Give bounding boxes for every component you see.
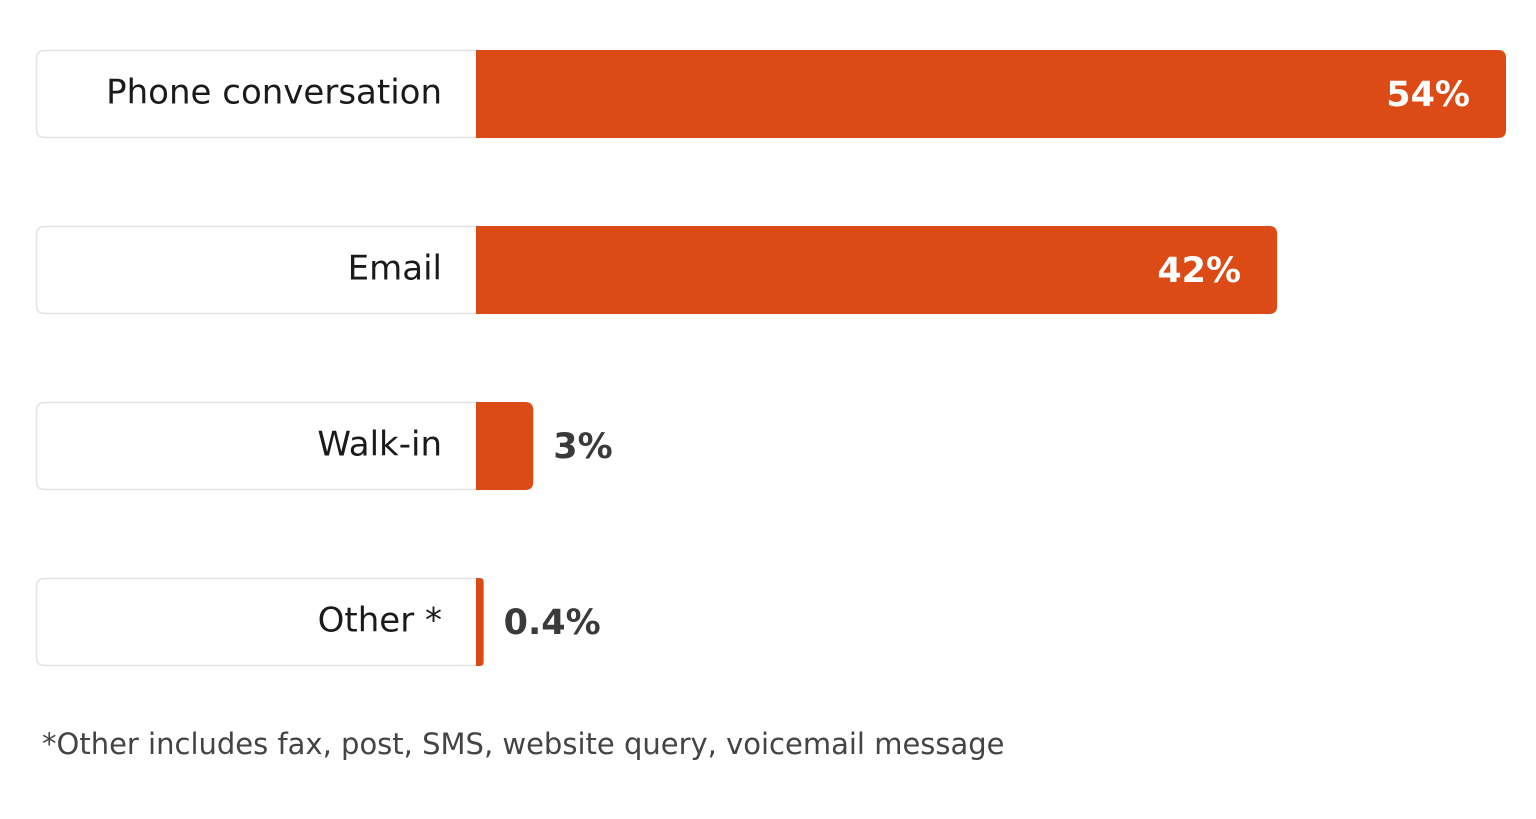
label-box [35, 401, 478, 491]
footnote: *Other includes fax, post, SMS, website … [42, 727, 1005, 761]
label-box [35, 49, 478, 139]
value-label: 0.4% [504, 603, 601, 643]
value-label: 3% [553, 427, 612, 467]
value-label: 54% [1386, 75, 1470, 115]
category-label: Other * [318, 601, 442, 641]
category-label: Email [348, 249, 442, 289]
bar [476, 50, 1506, 138]
label-box [35, 225, 478, 315]
bar [476, 578, 484, 666]
bar [476, 402, 534, 490]
bar [476, 226, 1278, 314]
label-box [35, 577, 478, 667]
category-label: Phone conversation [106, 73, 442, 113]
category-label: Walk-in [317, 425, 442, 465]
value-label: 42% [1157, 251, 1241, 291]
